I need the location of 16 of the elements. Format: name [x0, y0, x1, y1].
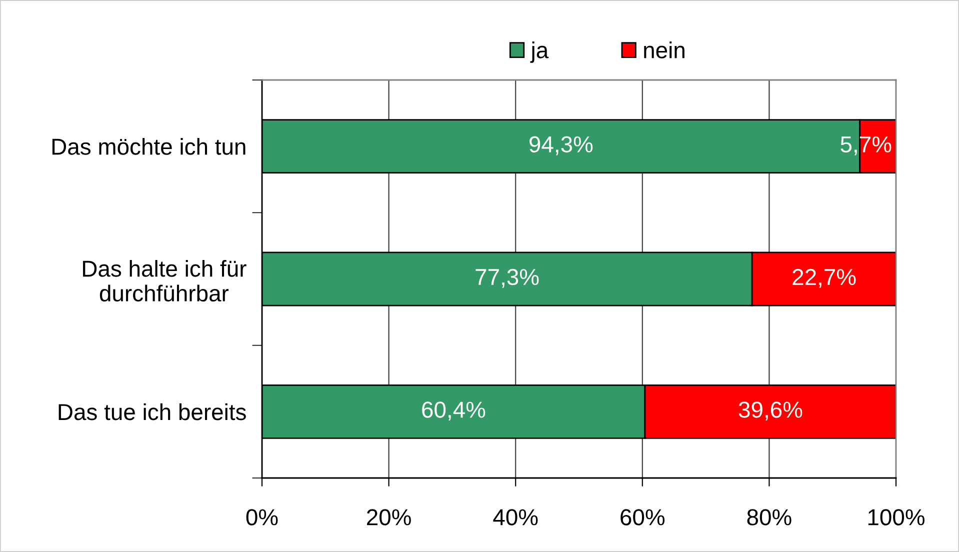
x-tick-label: 60%: [620, 509, 665, 526]
y-tick-label: Das tue ich bereits: [58, 403, 246, 420]
legend-label: nein: [644, 42, 684, 58]
y-tick-label: Das halte ich für durchführbar: [83, 260, 246, 302]
x-tick-label: 20%: [367, 509, 411, 526]
x-tick-label: 40%: [493, 509, 538, 526]
data-label: 22,7%: [792, 268, 856, 288]
x-tick-label: 100%: [868, 509, 924, 526]
y-tick-label: Das möchte ich tun: [52, 138, 246, 155]
data-label: 60,4%: [422, 402, 486, 421]
x-tick-label: 80%: [747, 509, 792, 526]
data-label: 39,6%: [738, 402, 802, 421]
data-label: 94,3%: [530, 136, 593, 156]
data-label: 77,3%: [476, 268, 539, 288]
x-tick-label: 0%: [246, 509, 278, 526]
legend-label: ja: [530, 42, 549, 63]
